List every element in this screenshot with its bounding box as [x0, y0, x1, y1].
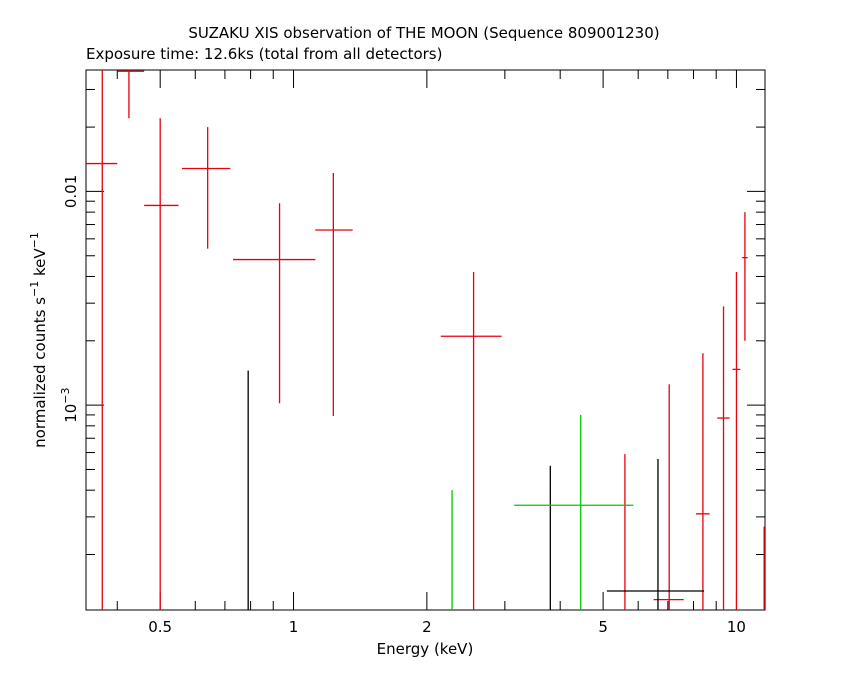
y-axis-label: normalized counts s−1 keV−1 [28, 232, 49, 448]
y-tick-label: 10−3 [59, 387, 80, 422]
y-tick-label-base: 10 [62, 404, 80, 423]
data-point [732, 271, 741, 610]
x-tick-label: 10 [727, 618, 746, 636]
y-axis-label-mid: keV [31, 248, 49, 281]
data-point [315, 172, 353, 416]
plot-border [85, 69, 766, 611]
data-point [144, 118, 179, 610]
chart-title: SUZAKU XIS observation of THE MOON (Sequ… [188, 24, 659, 42]
data-point [742, 212, 748, 341]
chart-subtitle: Exposure time: 12.6ks (total from all de… [86, 45, 442, 63]
y-axis-label-sup2: −1 [28, 232, 41, 248]
y-tick-label: 0.01 [62, 175, 80, 208]
plot-frame [85, 69, 766, 611]
data-marks [86, 70, 765, 610]
x-axis-label: Energy (keV) [377, 640, 474, 658]
axis-ticks [86, 70, 765, 610]
x-tick-label: 1 [289, 618, 299, 636]
x-tick-label: 0.5 [148, 618, 172, 636]
x-tick-label: 2 [422, 618, 432, 636]
data-point [86, 70, 118, 610]
y-tick-label-exponent: −3 [59, 387, 72, 403]
y-axis-label-main: normalized counts s [31, 297, 49, 448]
data-point [181, 127, 231, 249]
data-point [695, 353, 710, 610]
y-tick-label-base: 0.01 [62, 175, 80, 208]
data-point [514, 414, 634, 610]
y-tick-labels: 10−3 0.01 [59, 175, 80, 423]
data-point [440, 271, 502, 610]
x-tick-labels: 0.5 1 2 5 10 [148, 618, 746, 636]
x-tick-label: 5 [598, 618, 608, 636]
data-point [117, 70, 145, 119]
data-point [717, 306, 730, 610]
data-point [232, 203, 316, 404]
y-axis-label-sup1: −1 [28, 281, 41, 297]
data-point [606, 458, 705, 610]
